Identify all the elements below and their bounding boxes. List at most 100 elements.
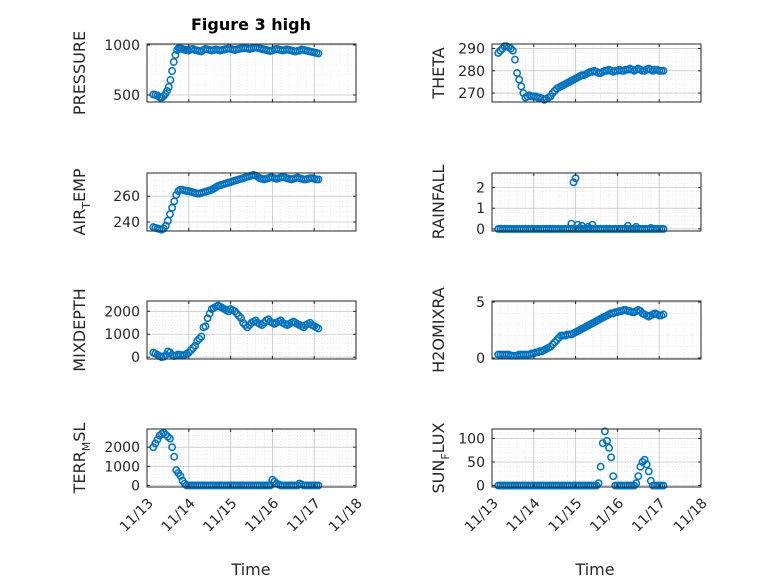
y-tick-label: 290: [458, 41, 485, 57]
data-point: [609, 472, 618, 481]
y-tick-label: 2000: [104, 440, 140, 456]
data-point: [169, 58, 178, 66]
y-axis-label-subscript: M: [80, 442, 93, 452]
data-point: [203, 314, 212, 323]
data-point: [659, 224, 668, 233]
data-point: [168, 443, 177, 452]
axes-box: [491, 172, 702, 232]
data-point: [170, 452, 179, 461]
y-tick-label: 5: [476, 295, 485, 311]
y-tick-label: 100: [458, 431, 485, 447]
y-axis-label: TERRMSL: [70, 423, 93, 495]
data-point: [314, 481, 323, 490]
y-tick-label: 2000: [104, 304, 140, 320]
y-tick-label: 50: [467, 455, 485, 471]
data-point: [511, 55, 519, 64]
data-markers: [494, 174, 668, 233]
y-tick-label: 0: [476, 222, 485, 238]
data-point: [163, 87, 172, 95]
data-point: [314, 175, 323, 184]
y-tick-label: 2: [476, 181, 485, 197]
y-axis-label-base: SUN: [429, 460, 448, 494]
y-axis-label: THETA: [429, 47, 448, 99]
data-point: [149, 443, 158, 452]
data-point: [517, 82, 526, 91]
data-point: [314, 324, 323, 333]
plot-area: [492, 301, 701, 359]
data-point: [623, 221, 632, 230]
data-markers: [494, 427, 668, 490]
data-point: [172, 190, 181, 199]
data-point: [201, 322, 210, 331]
data-point: [644, 467, 653, 476]
data-point: [605, 443, 613, 452]
data-point: [659, 481, 668, 490]
data-point: [632, 479, 641, 488]
axes-box: [491, 43, 702, 103]
y-tick-label: 1: [476, 201, 485, 217]
data-point: [159, 428, 168, 437]
data-point: [161, 430, 170, 439]
data-point: [550, 338, 559, 347]
data-point: [166, 76, 175, 84]
data-point: [603, 436, 611, 445]
subplot-2: 270 280 290 THETA: [429, 41, 702, 104]
data-point: [153, 435, 162, 444]
y-axis-label-rest: EMP: [70, 168, 89, 202]
data-point: [588, 220, 597, 229]
data-point: [496, 46, 505, 55]
y-axis-label: PRESSURE: [70, 31, 89, 115]
data-markers: [494, 305, 668, 360]
plot-area: [492, 429, 701, 487]
y-axis-label-subscript: T: [80, 202, 93, 210]
y-axis-label-base: AIR: [70, 209, 89, 236]
data-point: [171, 51, 180, 59]
y-tick-label: 260: [113, 189, 140, 205]
y-tick-label: 270: [458, 86, 485, 102]
plot-area: [492, 173, 701, 231]
subplot-6: 0 5 H2OMIXRA: [429, 287, 702, 373]
data-point: [164, 83, 173, 91]
data-markers: [149, 170, 323, 234]
y-axis-label-subscript: F: [439, 453, 452, 459]
y-axis-label: H2OMIXRA: [429, 287, 448, 373]
y-tick-label: 500: [113, 88, 140, 104]
plot-area: [147, 301, 356, 359]
data-point: [594, 479, 603, 488]
data-point: [642, 460, 651, 469]
data-markers: [149, 301, 323, 362]
y-tick-label: 0: [476, 479, 485, 495]
data-point: [168, 67, 177, 75]
plot-area: [147, 173, 356, 231]
x-axis-label-left: Time: [230, 560, 270, 579]
data-point: [634, 472, 643, 481]
y-tick-label: 1000: [104, 38, 140, 54]
data-point: [506, 44, 515, 53]
y-tick-label: 0: [476, 351, 485, 367]
data-point: [508, 46, 517, 55]
figure-title: Figure 3 high: [191, 15, 311, 34]
data-point: [151, 439, 160, 448]
y-axis-label-rest: LUX: [429, 422, 448, 453]
data-point: [546, 342, 555, 351]
data-point: [513, 69, 522, 77]
axes-box: [146, 172, 357, 232]
data-point: [573, 220, 582, 229]
subplot-4: 0 1 2 RAINFALL: [429, 165, 702, 240]
data-markers: [494, 42, 668, 104]
data-point: [600, 427, 609, 436]
data-point: [548, 89, 557, 98]
data-point: [166, 434, 174, 443]
data-point: [659, 66, 668, 75]
data-point: [314, 49, 323, 58]
y-tick-label: 0: [131, 478, 140, 494]
subplot-5: 0 1000 2000 MIXDEPTH: [70, 288, 357, 372]
data-point: [515, 75, 524, 84]
data-point: [163, 432, 172, 441]
y-axis-label: RAINFALL: [429, 165, 448, 240]
data-markers: [149, 428, 323, 490]
data-point: [552, 336, 561, 344]
axes-box: [491, 300, 702, 360]
data-point: [596, 462, 605, 471]
